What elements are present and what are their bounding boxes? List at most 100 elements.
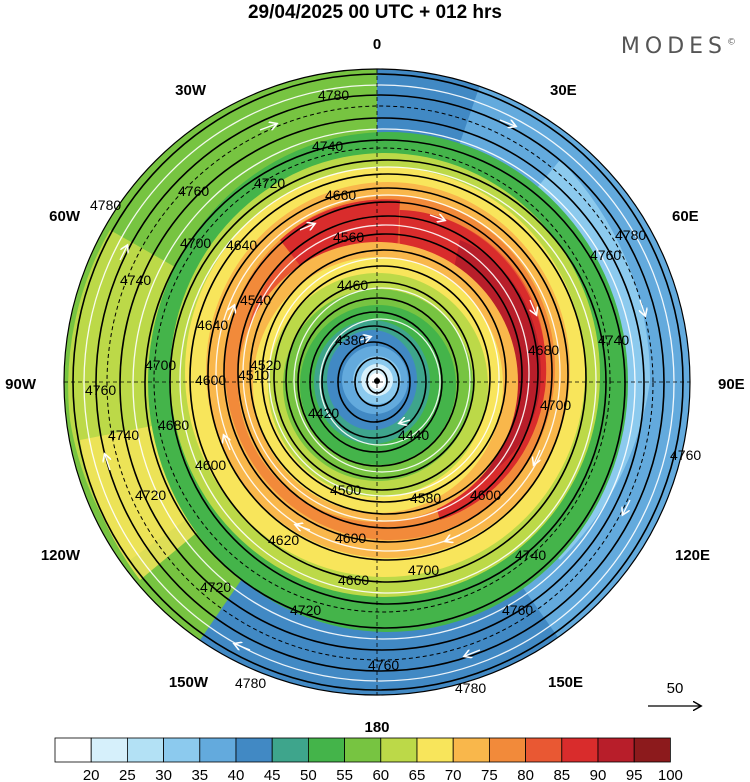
colorbar-swatch <box>561 737 599 763</box>
wind-reference-label: 50 <box>667 680 684 697</box>
colorbar-swatch <box>344 737 382 763</box>
colorbar-tick-label: 55 <box>336 767 353 782</box>
contour-label: 4760 <box>670 447 701 463</box>
contour-label: 4740 <box>312 138 343 154</box>
wind-reference: 50 <box>648 680 700 706</box>
colorbar-swatch <box>525 737 563 763</box>
contour-label: 4760 <box>590 247 621 263</box>
contour-label: 4500 <box>330 482 361 498</box>
lon-label-90w: 90W <box>5 376 37 393</box>
contour-label: 4700 <box>145 357 176 373</box>
colorbar-swatch <box>452 737 490 763</box>
contour-label: 4700 <box>180 235 211 251</box>
map-border <box>63 68 691 696</box>
colorbar-swatch <box>235 737 273 763</box>
contour-label: 4740 <box>120 272 151 288</box>
brand-logo: MODES© <box>620 34 736 59</box>
colorbar-tick-label: 25 <box>119 767 136 782</box>
contour-label: 4540 <box>240 292 271 308</box>
colorbar-tick-label: 20 <box>83 767 100 782</box>
colorbar-swatch <box>163 737 201 763</box>
contour-label: 4760 <box>85 382 116 398</box>
colorbar-swatch <box>633 737 671 763</box>
contour-label: 4640 <box>226 237 257 253</box>
contour-label: 4780 <box>455 680 486 696</box>
lon-label-120e: 120E <box>675 547 710 564</box>
contour-label: 4720 <box>254 175 285 191</box>
colorbar-tick-label: 50 <box>300 767 317 782</box>
colorbar-tick-label: 70 <box>445 767 462 782</box>
contour-label: 4760 <box>368 657 399 673</box>
contour-label: 4720 <box>290 602 321 618</box>
colorbar-swatch <box>271 737 309 763</box>
colorbar-tick-label: 30 <box>155 767 172 782</box>
contour-label: 4780 <box>235 675 266 691</box>
contour-label: 4760 <box>178 183 209 199</box>
lon-label-150w: 150W <box>169 674 209 691</box>
contour-label: 4700 <box>540 397 571 413</box>
map-title: 29/04/2025 00 UTC + 012 hrs <box>247 2 503 23</box>
lon-label-150e: 150E <box>548 674 583 691</box>
contour-label: 4440 <box>398 427 429 443</box>
contour-labels: 4780 4740 4760 4720 4660 4560 4640 4700 … <box>85 87 701 696</box>
contour-label: 4380 <box>335 332 366 348</box>
colorbar-swatch <box>127 737 165 763</box>
contour-label: 4740 <box>515 547 546 563</box>
colorbar-tick-label: 75 <box>481 767 498 782</box>
contour-label: 4580 <box>410 490 441 506</box>
colorbar-swatch <box>307 737 345 763</box>
lon-label-30e: 30E <box>550 82 577 99</box>
contour-label: 4460 <box>337 277 368 293</box>
contour-label: 4780 <box>318 87 349 103</box>
contour-label: 4420 <box>308 405 339 421</box>
colorbar-tick-label: 85 <box>553 767 570 782</box>
colorbar-tick-label: 65 <box>409 767 426 782</box>
lon-label-180: 180 <box>364 719 389 736</box>
contour-label: 4640 <box>197 317 228 333</box>
contour-label: 4660 <box>338 572 369 588</box>
colorbar-tick-label: 100 <box>658 767 683 782</box>
colorbar-tick-label: 45 <box>264 767 281 782</box>
contour-label: 4780 <box>90 197 121 213</box>
contour-label: 4780 <box>615 227 646 243</box>
colorbar-swatch <box>597 737 635 763</box>
colorbar-tick-label: 35 <box>191 767 208 782</box>
colorbar-tick-label: 95 <box>626 767 643 782</box>
colorbar-swatch <box>54 737 92 763</box>
pole-marker <box>374 378 380 384</box>
wind-arrows <box>105 120 645 656</box>
colorbar-swatch <box>380 737 418 763</box>
contour-label: 4510 <box>238 367 269 383</box>
longitude-labels: 0 30E 60E 90E 120E 150E 180 150W 120W 90… <box>5 36 745 736</box>
contour-label: 4680 <box>528 342 559 358</box>
contour-label: 4700 <box>408 562 439 578</box>
colorbar-tick-label: 80 <box>517 767 534 782</box>
colorbar-tick-label: 40 <box>228 767 245 782</box>
lon-label-30w: 30W <box>175 82 207 99</box>
contour-label: 4600 <box>335 530 366 546</box>
colorbar-swatch <box>488 737 526 763</box>
contour-label: 4560 <box>333 229 364 245</box>
contour-label: 4680 <box>158 417 189 433</box>
lon-label-120w: 120W <box>41 547 81 564</box>
contour-label: 4720 <box>135 487 166 503</box>
contour-label: 4740 <box>108 427 139 443</box>
contour-label: 4660 <box>325 187 356 203</box>
colorbar: 20 25 30 35 40 45 50 55 60 65 70 75 80 85 90 95 100 <box>54 737 683 782</box>
colorbar-swatch <box>416 737 454 763</box>
colorbar-swatch <box>90 737 128 763</box>
lon-label-90e: 90E <box>718 376 745 393</box>
lon-label-0: 0 <box>373 36 381 53</box>
colorbar-swatch <box>199 737 237 763</box>
wind-streamlines <box>83 84 675 682</box>
lon-label-60e: 60E <box>672 208 699 225</box>
colorbar-tick-label: 90 <box>590 767 607 782</box>
colorbar-tick-label: 60 <box>372 767 389 782</box>
lon-label-60w: 60W <box>49 208 81 225</box>
contour-label: 4600 <box>195 372 226 388</box>
contour-label: 4760 <box>502 602 533 618</box>
contour-label: 4600 <box>470 487 501 503</box>
contour-label: 4720 <box>200 579 231 595</box>
contour-label: 4740 <box>598 332 629 348</box>
